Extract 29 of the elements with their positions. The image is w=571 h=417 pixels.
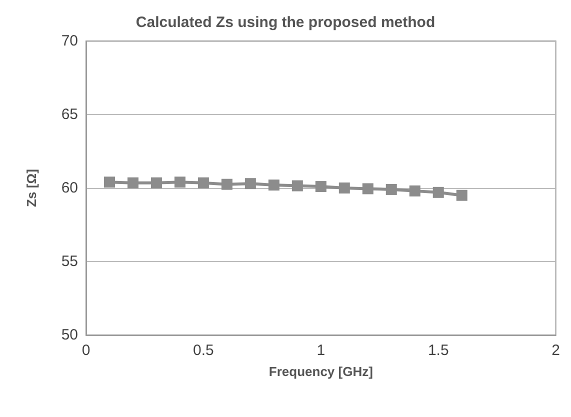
point <box>338 182 350 194</box>
x-axis-title: Frequency [GHz] <box>268 364 373 379</box>
point <box>198 177 209 188</box>
x-tick-label: 2 <box>552 342 560 359</box>
point <box>150 177 162 188</box>
y-tick-label: 55 <box>61 253 78 270</box>
point <box>386 184 397 195</box>
point <box>244 178 256 190</box>
x-tick-label: 0 <box>82 342 90 359</box>
point <box>292 180 303 192</box>
chart-title: Calculated Zs using the proposed method <box>136 14 436 31</box>
point <box>456 190 468 201</box>
x-tick-label: 0.5 <box>193 342 214 359</box>
y-tick-label: 50 <box>61 326 78 344</box>
point <box>409 185 420 196</box>
point <box>221 178 232 190</box>
point <box>315 181 326 192</box>
x-tick-label: 1.5 <box>428 342 449 359</box>
y-tick-label: 60 <box>61 180 78 196</box>
y-tick-label: 65 <box>61 106 78 123</box>
point <box>174 176 186 188</box>
y-axis-title: Zs [Ω] <box>24 169 39 207</box>
point <box>432 186 444 198</box>
point <box>268 180 280 191</box>
point <box>127 177 138 188</box>
x-tick-label: 1 <box>316 342 326 359</box>
point <box>362 183 374 194</box>
point <box>104 176 115 188</box>
y-tick-label: 70 <box>61 32 78 50</box>
